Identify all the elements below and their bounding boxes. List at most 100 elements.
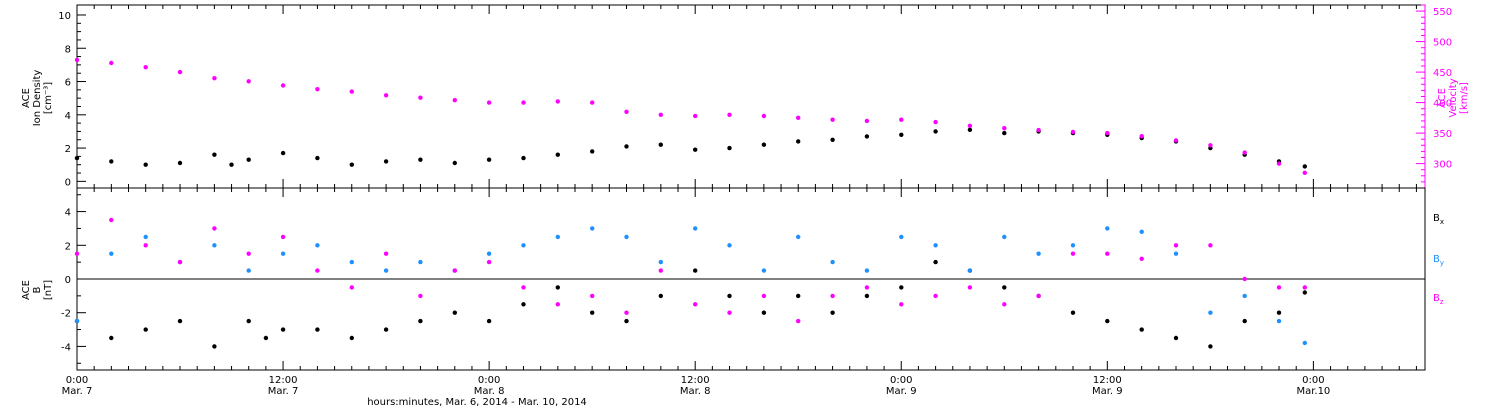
data-point (555, 302, 560, 307)
data-point (486, 100, 492, 105)
data-point (143, 65, 148, 70)
data-point (418, 259, 423, 265)
data-point (933, 119, 938, 125)
x-tick-time: 0:00 (1302, 375, 1324, 386)
data-point (1002, 130, 1007, 136)
data-point (1208, 310, 1213, 315)
left-y-tick-label: 10 (58, 11, 71, 22)
data-point (280, 327, 286, 332)
data-point (246, 79, 251, 84)
data-point (590, 293, 595, 299)
data-point (383, 159, 389, 164)
data-point (590, 100, 595, 105)
data-point (1105, 226, 1110, 231)
data-point (349, 259, 354, 265)
data-point (486, 318, 492, 324)
data-point (383, 327, 389, 332)
legend-subscript: x (1440, 218, 1444, 226)
data-point (1070, 129, 1076, 135)
x-tick-date: Mar. 9 (886, 386, 917, 397)
data-point (555, 285, 560, 290)
data-point (933, 129, 938, 134)
data-point (143, 162, 148, 167)
data-point (693, 268, 698, 273)
data-point (74, 251, 80, 256)
left-y-tick-label: 8 (65, 44, 71, 55)
data-point (143, 234, 148, 240)
data-point (212, 76, 217, 81)
data-point (521, 285, 526, 290)
data-point (933, 293, 938, 299)
legend-bx: Bx (1433, 213, 1444, 226)
b-y-tick-label: 4 (65, 208, 71, 219)
data-point (1242, 150, 1247, 155)
data-point (658, 112, 663, 118)
right-y-axis-title-line: ACE (1437, 88, 1448, 108)
b-y-axis-title: ACEB[nT] (21, 280, 54, 300)
data-point (933, 243, 938, 248)
data-point (1139, 134, 1144, 139)
data-point (383, 93, 389, 98)
data-point (761, 268, 767, 273)
data-point (418, 157, 423, 162)
data-point (74, 57, 80, 63)
data-point (246, 268, 251, 273)
data-point (212, 152, 217, 157)
data-point (1208, 344, 1213, 349)
data-point (1105, 251, 1110, 256)
right-y-tick-label: 400 (1433, 99, 1452, 110)
data-point (1105, 130, 1110, 136)
data-point (349, 162, 354, 167)
data-point (1036, 293, 1041, 299)
right-y-tick-label: 350 (1433, 129, 1452, 140)
data-point (1276, 310, 1282, 315)
b-y-axis-title-line: B (32, 286, 43, 293)
data-point (899, 302, 904, 307)
data-point (315, 87, 320, 92)
data-point (761, 113, 767, 119)
data-point (830, 293, 835, 299)
series-by (74, 226, 1308, 346)
data-point (727, 112, 732, 118)
data-point (933, 259, 938, 265)
b-y-axis-title-line: ACE (21, 280, 32, 300)
left-y-axis-title-line: [cm⁻³] (43, 82, 54, 114)
data-point (109, 217, 114, 223)
data-point (693, 302, 698, 307)
b-y-tick-label: 2 (65, 241, 71, 252)
data-point (727, 243, 732, 248)
data-point (212, 226, 217, 231)
data-point (109, 60, 114, 66)
data-point (658, 259, 663, 265)
x-tick-time: 12:00 (269, 375, 298, 386)
data-point (899, 285, 904, 290)
data-point (727, 293, 732, 299)
data-point (864, 285, 870, 290)
data-point (1173, 251, 1179, 256)
data-point (1105, 318, 1110, 324)
data-point (1002, 285, 1007, 290)
data-point (864, 134, 870, 139)
x-tick-date: Mar. 8 (680, 386, 711, 397)
x-tick-time: 12:00 (681, 375, 710, 386)
data-point (967, 127, 973, 132)
data-point (74, 155, 80, 161)
x-tick-time: 0:00 (478, 375, 500, 386)
data-point (74, 318, 80, 324)
data-point (349, 335, 354, 341)
left-y-tick-label: 4 (65, 111, 71, 122)
data-point (1173, 138, 1179, 143)
data-point (177, 318, 183, 324)
data-point (452, 160, 457, 166)
data-point (212, 243, 217, 248)
data-point (315, 243, 320, 248)
data-point (246, 251, 251, 256)
series-bx (74, 259, 1308, 349)
data-point (899, 132, 904, 137)
data-point (693, 147, 698, 152)
legend-by: By (1433, 254, 1444, 267)
left-y-axis-title: ACEIon Density[cm⁻³] (21, 70, 54, 127)
data-point (727, 310, 732, 315)
left-y-tick-label: 0 (65, 177, 71, 188)
